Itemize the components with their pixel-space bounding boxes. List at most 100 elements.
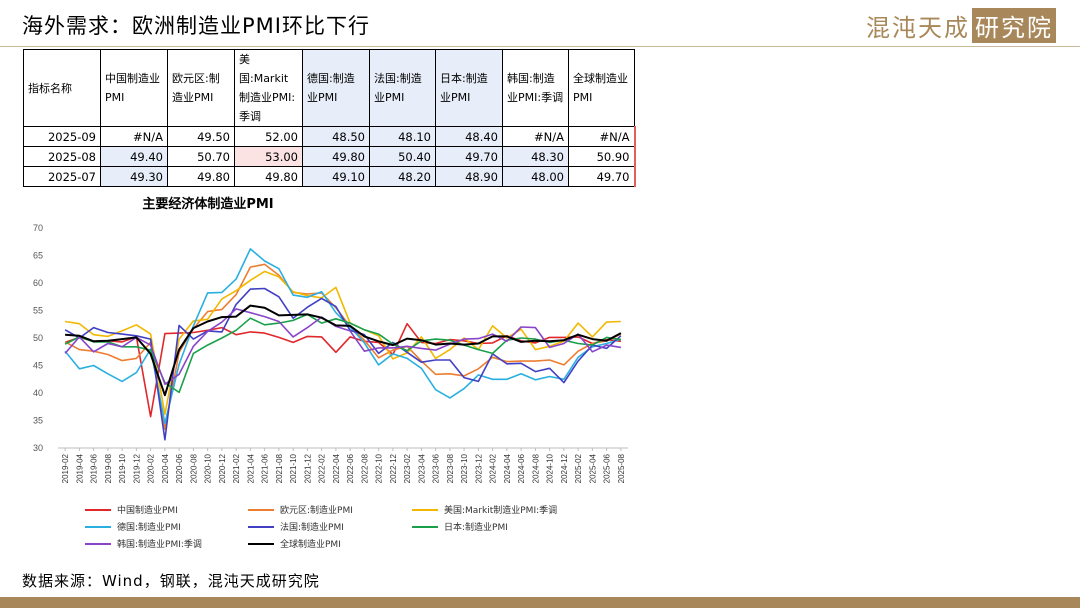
x-tick-label: 2021-06 [261, 453, 270, 483]
legend-label: 欧元区:制造业PMI [280, 504, 353, 516]
x-tick-label: 2020-02 [147, 453, 156, 483]
x-tick-label: 2019-12 [132, 453, 141, 483]
x-tick-label: 2020-08 [189, 453, 198, 483]
x-tick-label: 2021-10 [289, 453, 298, 483]
table-cell: 48.40 [435, 126, 503, 147]
x-tick-label: 2023-08 [446, 453, 455, 483]
table-header-row: 指标名称 中国制造业PMI 欧元区:制造业PMI 美国:Markit制造业PMI… [23, 49, 635, 127]
x-tick-label: 2024-10 [546, 453, 555, 483]
x-tick-label: 2025-02 [574, 453, 583, 483]
x-tick-label: 2021-12 [303, 453, 312, 483]
table-cell: 49.70 [435, 146, 503, 167]
table-cell: 50.40 [369, 146, 436, 167]
x-tick-label: 2025-04 [588, 453, 597, 483]
table-cell: 50.70 [167, 146, 235, 167]
x-tick-label: 2022-12 [389, 453, 398, 483]
x-tick-label: 2022-02 [318, 453, 327, 483]
series-line [64, 287, 622, 441]
table-cell: 49.50 [167, 126, 235, 147]
x-tick-label: 2020-10 [204, 453, 213, 483]
legend-label: 德国:制造业PMI [117, 521, 181, 533]
series-line [64, 308, 622, 385]
page-title: 海外需求：欧洲制造业PMI环比下行 [22, 14, 370, 38]
table-row: 2025-07 49.30 49.80 49.80 49.10 48.20 48… [23, 166, 636, 187]
table-row: 2025-08 49.40 50.70 53.00 49.80 50.40 49… [23, 146, 636, 167]
y-tick-label: 50 [33, 333, 43, 343]
x-tick-label: 2023-10 [460, 453, 469, 483]
x-tick-label: 2023-04 [417, 453, 426, 483]
chart-title: 主要经济体制造业PMI [142, 197, 274, 212]
y-tick-label: 70 [33, 223, 43, 233]
table-header-cell: 指标名称 [23, 49, 101, 127]
table-cell: 49.10 [302, 166, 370, 187]
table-header-cell: 美国:Markit制造业PMI:季调 [234, 49, 303, 127]
footer-bar [0, 597, 1080, 608]
table-cell: 50.90 [568, 146, 636, 167]
table-header-cell: 全球制造业PMI [568, 49, 635, 127]
x-tick-label: 2024-06 [517, 453, 526, 483]
table-cell: 48.30 [502, 146, 569, 167]
y-tick-label: 65 [33, 251, 43, 261]
logo-text: 混沌天成 [866, 14, 970, 42]
legend-label: 日本:制造业PMI [444, 521, 508, 533]
x-tick-label: 2024-04 [503, 453, 512, 483]
table-cell: 53.00 [234, 146, 303, 167]
legend-label: 美国:Markit制造业PMI:季调 [444, 504, 557, 516]
table-cell: 48.90 [435, 166, 503, 187]
x-tick-label: 2021-08 [275, 453, 284, 483]
source-note: 数据来源：Wind，钢联，混沌天成研究院 [22, 572, 320, 590]
y-tick-label: 60 [33, 278, 43, 288]
table-header-cell: 中国制造业PMI [100, 49, 168, 127]
table-date-cell: 2025-08 [23, 146, 101, 167]
x-tick-label: 2019-10 [118, 453, 127, 483]
table-cell: 49.80 [167, 166, 235, 187]
x-tick-label: 2024-08 [531, 453, 540, 483]
table-header-cell: 日本:制造业PMI [435, 49, 503, 127]
table-cell: 49.80 [302, 146, 370, 167]
table-header-cell: 欧元区:制造业PMI [167, 49, 235, 127]
chart-plot: 70 65 60 55 50 45 40 35 30 2019-02 2019-04 2019-06 2… [33, 223, 628, 550]
x-tick-label: 2022-06 [346, 453, 355, 483]
legend-label: 中国制造业PMI [117, 504, 178, 516]
series-line [64, 248, 622, 425]
x-tick-label: 2021-02 [232, 453, 241, 483]
y-tick-label: 45 [33, 361, 43, 371]
x-tick-label: 2019-06 [90, 453, 99, 483]
x-tick-label: 2022-10 [375, 453, 384, 483]
x-tick-label: 2021-04 [246, 453, 255, 483]
table-cell: 49.70 [568, 166, 636, 187]
table-cell: 49.30 [100, 166, 168, 187]
x-tick-label: 2023-02 [403, 453, 412, 483]
table-header-cell: 德国:制造业PMI [302, 49, 370, 127]
table-cell: 52.00 [234, 126, 303, 147]
y-tick-label: 55 [33, 306, 43, 316]
x-tick-label: 2020-12 [218, 453, 227, 483]
legend-label: 韩国:制造业PMI:季调 [117, 538, 202, 550]
series-line [64, 322, 621, 418]
x-tick-label: 2024-02 [489, 453, 498, 483]
x-tick-label: 2019-02 [61, 453, 70, 483]
brand-logo: 混沌天成 研究院 [866, 8, 1056, 43]
x-tick-label: 2022-04 [332, 453, 341, 483]
x-tick-label: 2019-04 [75, 453, 84, 483]
table-header-cell: 法国:制造业PMI [369, 49, 436, 127]
y-tick-label: 40 [33, 388, 43, 398]
series-line [65, 304, 622, 397]
table-cell: 48.10 [369, 126, 436, 147]
table-cell: 49.80 [234, 166, 303, 187]
x-tick-label: 2022-08 [360, 453, 369, 483]
x-tick-label: 2020-06 [175, 453, 184, 483]
x-tick-label: 2020-04 [161, 453, 170, 483]
x-tick-label: 2024-12 [560, 453, 569, 483]
pmi-table: 指标名称 中国制造业PMI 欧元区:制造业PMI 美国:Markit制造业PMI… [23, 49, 636, 187]
legend-label: 全球制造业PMI [280, 538, 341, 550]
table-cell: 49.40 [100, 146, 168, 167]
x-tick-label: 2023-06 [432, 453, 441, 483]
logo-box-text: 研究院 [972, 8, 1056, 43]
table-date-cell: 2025-09 [23, 126, 101, 147]
table-date-cell: 2025-07 [23, 166, 101, 187]
table-cell: #N/A [100, 126, 168, 147]
table-cell: #N/A [568, 126, 636, 147]
table-cell: #N/A [502, 126, 569, 147]
table-cell: 48.50 [302, 126, 370, 147]
